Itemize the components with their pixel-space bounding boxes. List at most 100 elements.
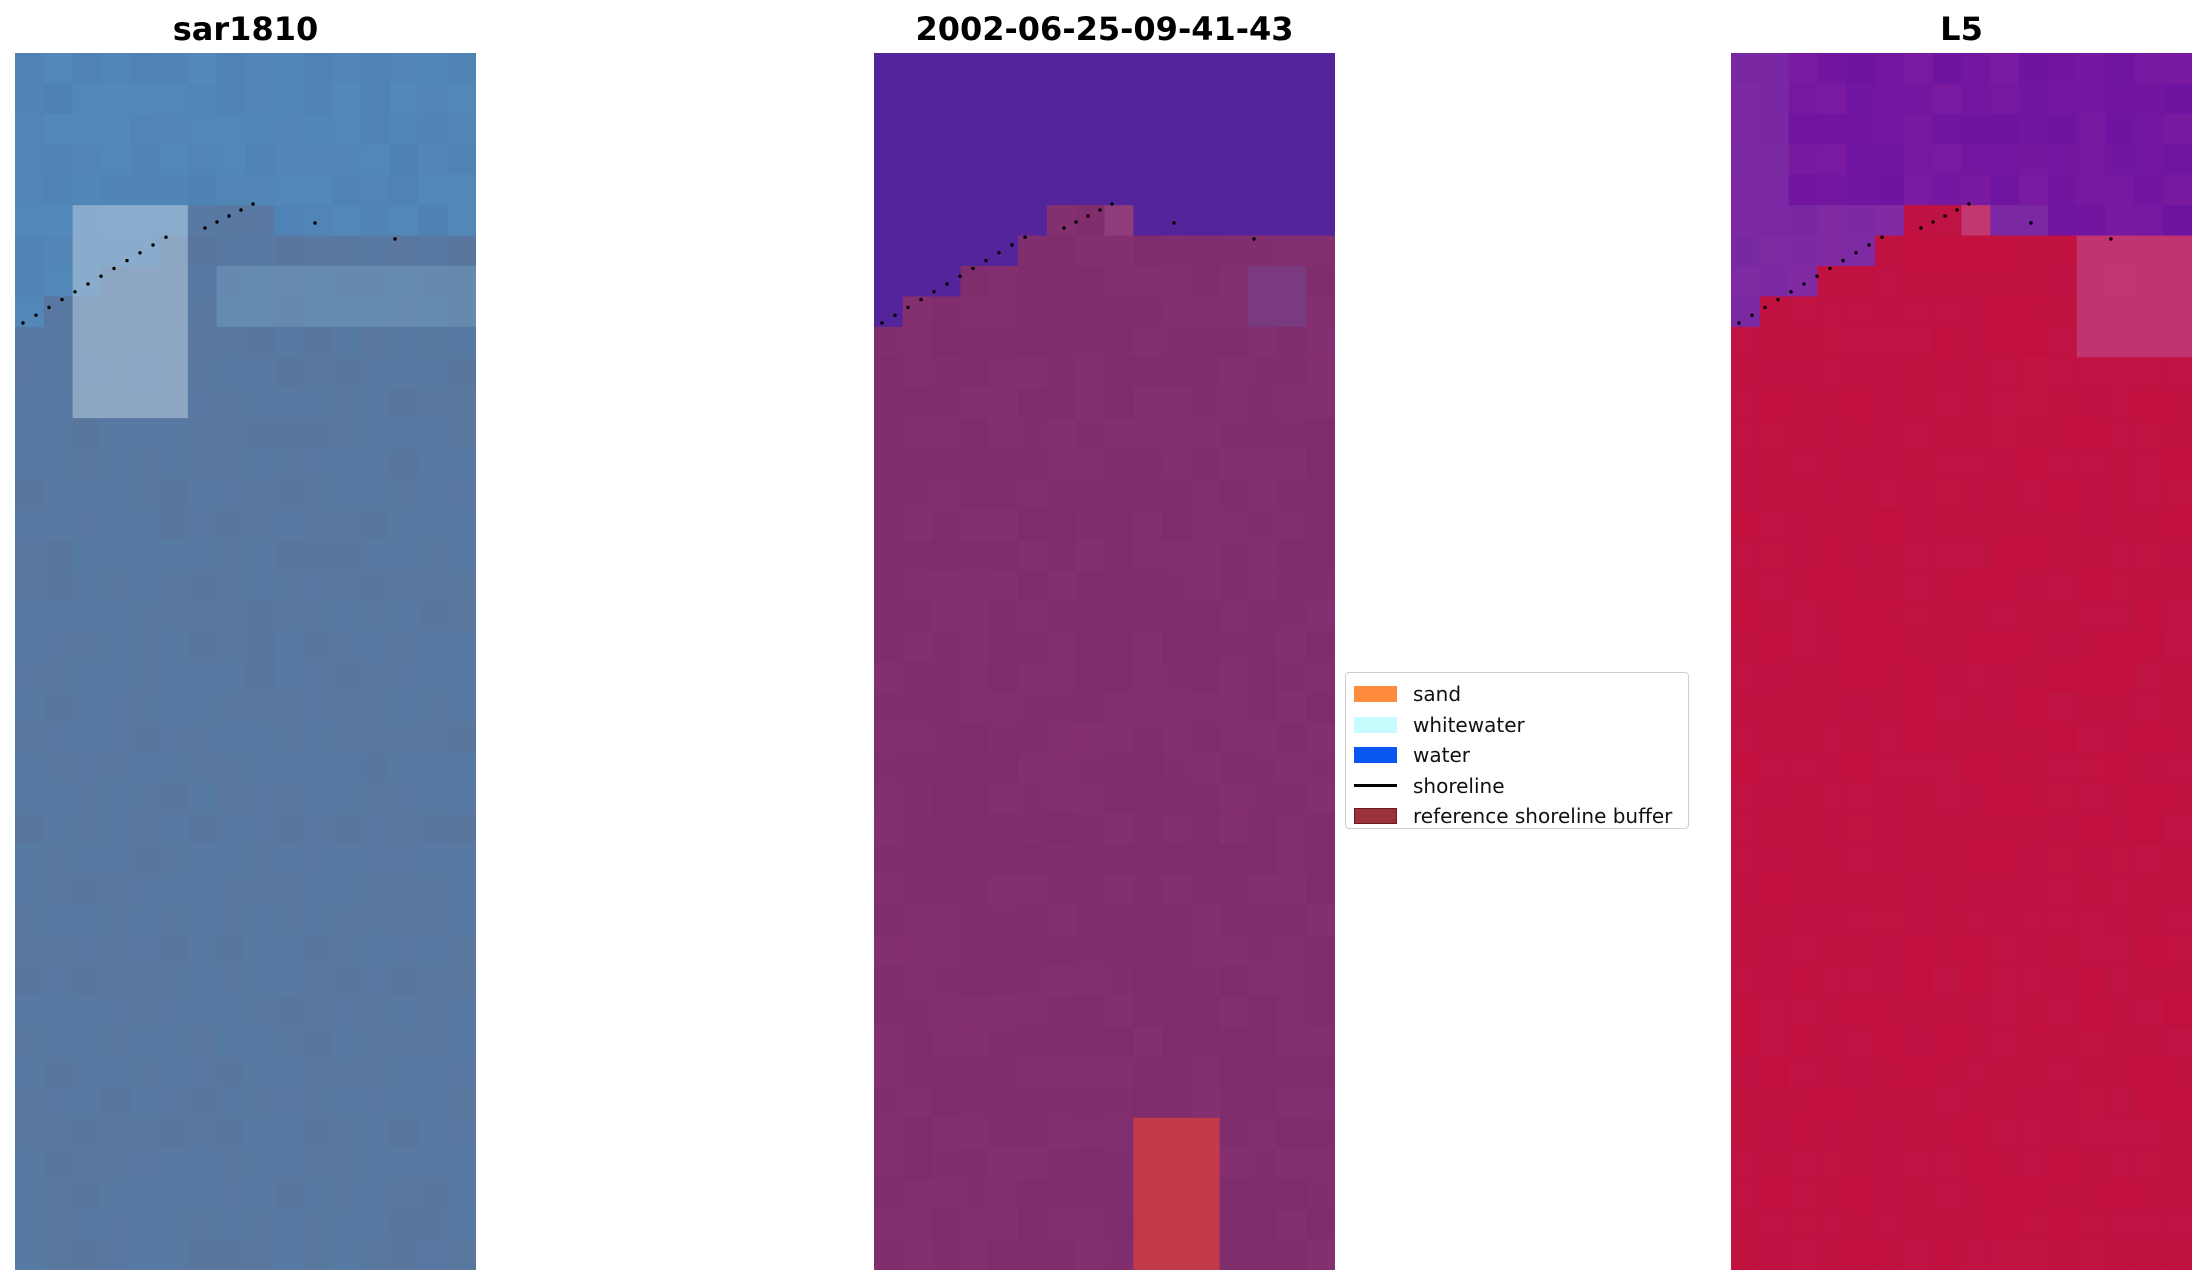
index-image-panel	[1731, 53, 2192, 1270]
image-pixel	[101, 387, 131, 419]
image-pixel	[1075, 1239, 1106, 1270]
image-pixel	[331, 783, 362, 815]
image-pixel	[1731, 478, 1761, 510]
legend-item-shoreline: shoreline	[1354, 771, 1680, 802]
image-pixel	[1903, 631, 1934, 663]
image-pixel	[931, 661, 962, 693]
image-pixel	[1759, 722, 1790, 754]
image-pixel	[101, 691, 131, 723]
image-pixel	[274, 813, 304, 845]
image-pixel	[1961, 83, 1991, 115]
image-pixel	[2019, 478, 2049, 510]
image-pixel	[1903, 418, 1934, 450]
image-pixel	[1875, 1057, 1905, 1089]
image-pixel	[1817, 53, 1847, 85]
image-pixel	[989, 752, 1019, 784]
image-pixel	[1731, 1239, 1761, 1270]
image-pixel	[2047, 478, 2078, 510]
image-pixel	[931, 996, 962, 1028]
image-pixel	[1932, 144, 1963, 176]
image-pixel	[874, 844, 904, 876]
image-pixel	[2105, 478, 2135, 510]
image-pixel	[2134, 691, 2164, 723]
image-pixel	[130, 691, 160, 723]
image-pixel	[1277, 631, 1307, 663]
image-pixel	[274, 144, 304, 176]
image-pixel	[1731, 509, 1761, 541]
image-pixel	[1104, 83, 1134, 115]
image-pixel	[1277, 357, 1307, 389]
image-pixel	[989, 844, 1019, 876]
image-pixel	[447, 1057, 476, 1089]
shoreline-dot	[393, 237, 397, 241]
image-pixel	[1075, 509, 1106, 541]
image-pixel	[360, 631, 391, 663]
image-pixel	[931, 53, 962, 85]
image-pixel	[274, 752, 304, 784]
image-pixel	[1219, 83, 1250, 115]
image-pixel	[1133, 783, 1163, 815]
image-pixel	[1219, 509, 1250, 541]
image-pixel	[418, 813, 448, 845]
image-pixel	[1932, 235, 1963, 267]
image-pixel	[2047, 174, 2078, 206]
image-pixel	[159, 570, 189, 602]
image-pixel	[2076, 1057, 2107, 1089]
image-pixel	[1932, 1026, 1963, 1058]
image-pixel	[159, 235, 189, 267]
image-pixel	[1190, 113, 1221, 145]
image-pixel	[418, 1087, 448, 1119]
image-pixel	[2105, 874, 2135, 906]
image-pixel	[130, 722, 160, 754]
image-pixel	[418, 144, 448, 176]
image-pixel	[15, 357, 45, 389]
image-pixel	[72, 53, 103, 85]
image-pixel	[931, 83, 962, 115]
image-pixel	[2163, 357, 2192, 389]
image-pixel	[245, 1178, 275, 1210]
image-pixel	[1248, 53, 1278, 85]
image-pixel	[1875, 1026, 1905, 1058]
image-pixel	[931, 1148, 962, 1180]
image-pixel	[274, 844, 304, 876]
image-pixel	[1817, 935, 1847, 967]
image-pixel	[1990, 357, 2020, 389]
image-pixel	[1162, 144, 1192, 176]
legend: sand whitewater water shoreline referenc…	[1345, 672, 1689, 829]
image-pixel	[1162, 478, 1192, 510]
image-pixel	[1306, 265, 1335, 297]
legend-label: shoreline	[1413, 773, 1505, 798]
image-pixel	[1046, 631, 1077, 663]
image-pixel	[159, 144, 189, 176]
image-pixel	[902, 265, 933, 297]
image-pixel	[1961, 844, 1991, 876]
image-pixel	[1903, 539, 1934, 571]
shoreline-dot	[251, 202, 255, 206]
image-pixel	[418, 752, 448, 784]
image-pixel	[130, 1148, 160, 1180]
image-pixel	[1759, 1148, 1790, 1180]
image-pixel	[2076, 965, 2107, 997]
image-pixel	[1104, 1178, 1134, 1210]
image-pixel	[2163, 265, 2192, 297]
image-pixel	[874, 904, 904, 936]
image-pixel	[2105, 752, 2135, 784]
image-pixel	[989, 235, 1019, 267]
image-pixel	[931, 1057, 962, 1089]
image-pixel	[1018, 996, 1048, 1028]
image-pixel	[1932, 1209, 1963, 1241]
image-pixel	[2047, 691, 2078, 723]
image-pixel	[1817, 783, 1847, 815]
image-pixel	[1190, 813, 1221, 845]
image-pixel	[216, 722, 247, 754]
shoreline-line-swatch	[1354, 784, 1397, 788]
image-pixel	[989, 265, 1019, 297]
image-pixel	[245, 996, 275, 1028]
image-pixel	[1277, 996, 1307, 1028]
image-pixel	[1104, 996, 1134, 1028]
image-pixel	[15, 448, 45, 480]
image-pixel	[1875, 296, 1905, 328]
image-pixel	[1046, 326, 1077, 358]
image-pixel	[1961, 144, 1991, 176]
image-pixel	[1248, 326, 1278, 358]
